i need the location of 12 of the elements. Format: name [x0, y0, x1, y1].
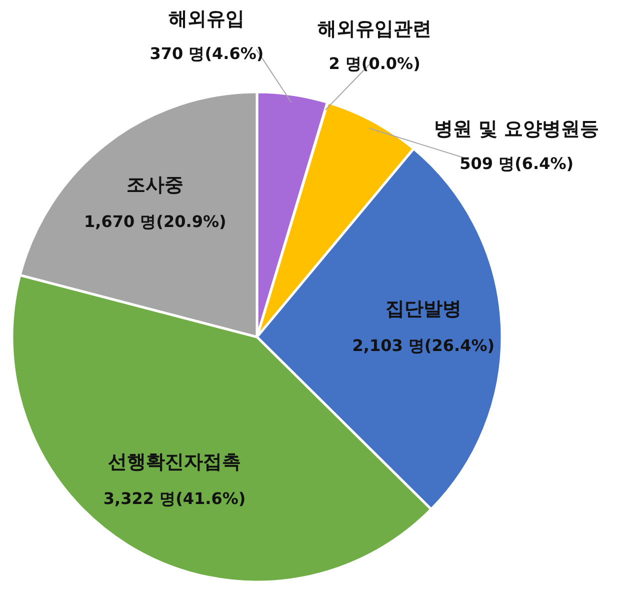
data-label: 3,322 명(41.6%) [103, 488, 246, 508]
slice-label: 해외유입 [168, 8, 245, 30]
slice-label: 집단발병 [385, 298, 462, 320]
data-label: 509 명(6.4%) [460, 154, 574, 173]
slice-label: 해외유입관련 [318, 18, 432, 40]
data-label: 370 명(4.6%) [150, 44, 264, 64]
data-label: 2 명(0.0%) [328, 54, 420, 74]
data-label: 2,103 명(26.4%) [352, 336, 495, 355]
slice-label: 선행확진자접촉 [108, 450, 242, 473]
slice-label: 병원 및 요양병원등 [434, 118, 600, 140]
data-label: 1,670 명(20.9%) [84, 212, 226, 232]
slice-label: 조사중 [126, 174, 184, 196]
